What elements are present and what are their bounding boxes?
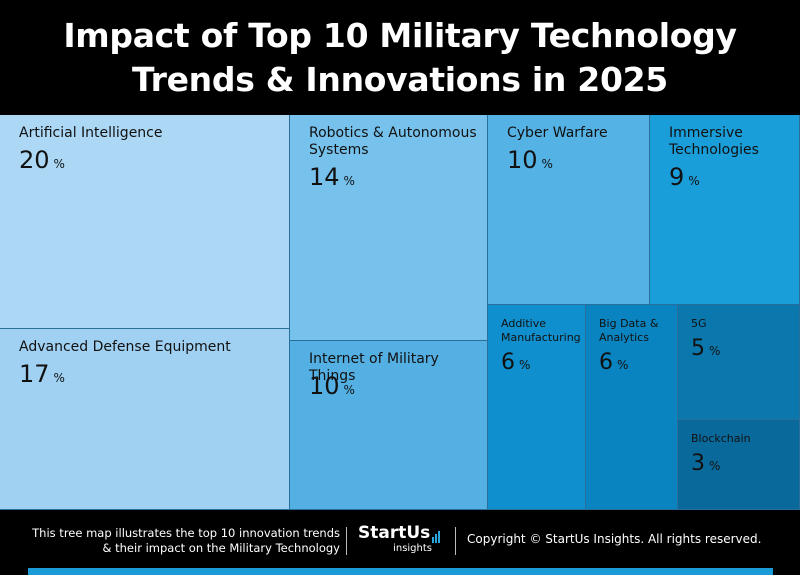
treemap-cell-value-number: 10 — [507, 146, 538, 174]
treemap-cell-immersive-technologies: Immersive Technologies 9% — [650, 115, 800, 305]
treemap-cell-value-number: 14 — [309, 163, 340, 191]
treemap-cell-value: 17% — [19, 360, 65, 392]
treemap-cell-unit: % — [343, 383, 355, 397]
treemap-cell-unit: % — [343, 174, 355, 188]
treemap-cell-label: Additive Manufacturing — [501, 317, 581, 344]
treemap-cell-artificial-intelligence: Artificial Intelligence 20% — [0, 115, 290, 329]
treemap-cell-value-number: 5 — [691, 336, 705, 361]
treemap-cell-value-number: 10 — [309, 372, 340, 400]
treemap-cell-value: 9% — [669, 163, 700, 195]
treemap-cell-value: 10% — [309, 372, 355, 404]
treemap-cell-label: Internet of Military Things — [309, 351, 439, 384]
treemap-cell-value-number: 3 — [691, 451, 705, 476]
treemap-cell-unit: % — [519, 358, 531, 372]
treemap-cell-value-number: 20 — [19, 146, 50, 174]
footer-description-line-1: This tree map illustrates the top 10 inn… — [32, 526, 340, 540]
startus-insights-logo: StartUs insights — [358, 523, 446, 554]
treemap-cell-internet-of-military-things: Internet of Military Things 10% — [290, 341, 488, 510]
footer: This tree map illustrates the top 10 inn… — [0, 510, 800, 575]
treemap-cell-label: Advanced Defense Equipment — [19, 339, 231, 355]
treemap-cell-unit: % — [541, 157, 553, 171]
treemap-chart: Artificial Intelligence 20% Advanced Defen… — [0, 115, 800, 510]
treemap-cell-label: Artificial Intelligence — [19, 125, 163, 141]
treemap-cell-unit: % — [709, 344, 721, 358]
treemap-cell-value: 6% — [599, 349, 628, 379]
treemap-cell-value-number: 17 — [19, 360, 50, 388]
treemap-cell-unit: % — [617, 358, 629, 372]
treemap-cell-value-number: 9 — [669, 163, 685, 191]
footer-divider-left — [346, 527, 347, 555]
treemap-cell-5g: 5G 5% — [678, 305, 800, 420]
logo-text: StartUs — [358, 523, 431, 543]
page-title-line-2: Trends & Innovations in 2025 — [132, 60, 668, 99]
treemap-cell-value-number: 6 — [599, 350, 613, 375]
footer-divider-right — [455, 527, 456, 555]
treemap-cell-value: 5% — [691, 335, 720, 365]
footer-description: This tree map illustrates the top 10 inn… — [20, 526, 340, 556]
logo-bars-icon — [432, 523, 441, 543]
treemap-cell-value: 10% — [507, 146, 553, 178]
treemap-cell-label: Blockchain — [691, 432, 751, 445]
treemap-cell-unit: % — [53, 371, 65, 385]
treemap-cell-label: Immersive Technologies — [669, 125, 759, 158]
treemap-cell-label: 5G — [691, 317, 707, 330]
treemap-cell-big-data-and-analytics: Big Data & Analytics 6% — [586, 305, 678, 510]
treemap-cell-unit: % — [709, 459, 721, 473]
treemap-cell-value: 20% — [19, 146, 65, 178]
treemap-cell-blockchain: Blockchain 3% — [678, 420, 800, 510]
treemap-cell-value-number: 6 — [501, 350, 515, 375]
treemap-cell-cyber-warfare: Cyber Warfare 10% — [488, 115, 650, 305]
treemap-cell-unit: % — [53, 157, 65, 171]
footer-description-line-2: & their impact on the Military Technolog… — [102, 541, 341, 555]
page-title-line-1: Impact of Top 10 Military Technology — [63, 16, 737, 55]
treemap-cell-unit: % — [688, 174, 700, 188]
treemap-cell-label: Cyber Warfare — [507, 125, 608, 141]
copyright-text: Copyright © StartUs Insights. All rights… — [467, 532, 762, 546]
treemap-cell-value: 3% — [691, 450, 720, 480]
header: Impact of Top 10 Military Technology Tre… — [0, 0, 800, 115]
treemap-cell-label: Big Data & Analytics — [599, 317, 659, 344]
treemap-cell-value: 14% — [309, 163, 355, 195]
treemap-cell-additive-manufacturing: Additive Manufacturing 6% — [488, 305, 586, 510]
treemap-cell-value: 6% — [501, 349, 530, 379]
treemap-cell-label: Robotics & Autonomous Systems — [309, 125, 477, 158]
logo-subtext: insights — [393, 543, 432, 554]
bottom-accent-bar — [28, 568, 773, 575]
treemap-cell-robotics-and-autonomous-systems: Robotics & Autonomous Systems 14% — [290, 115, 488, 341]
treemap-cell-advanced-defense-equipment: Advanced Defense Equipment 17% — [0, 329, 290, 510]
